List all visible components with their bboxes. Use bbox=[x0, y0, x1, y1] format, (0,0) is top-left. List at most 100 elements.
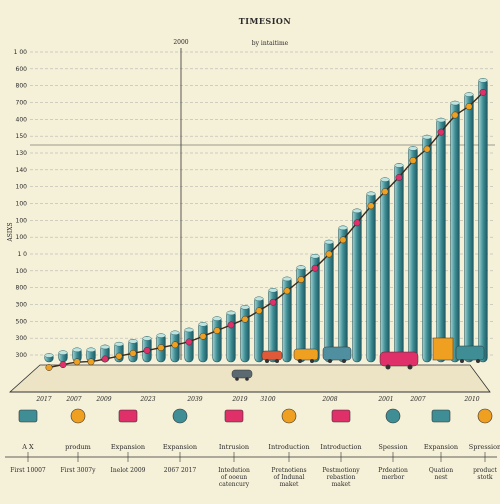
x-tick-label: 2017 bbox=[35, 396, 51, 403]
milestone-description: Quation nest bbox=[429, 467, 453, 481]
x-tick-label: 2009 bbox=[95, 396, 111, 403]
bar bbox=[464, 92, 474, 363]
trend-point bbox=[451, 111, 459, 119]
trend-point bbox=[157, 344, 165, 352]
bar-cap bbox=[128, 339, 138, 344]
y-tick-label: 130 bbox=[16, 150, 28, 157]
x-tick-label: 2007 bbox=[65, 396, 81, 403]
bar-cap bbox=[198, 322, 208, 327]
milestone-label: Intrusion bbox=[219, 443, 249, 451]
bar bbox=[212, 316, 222, 363]
y-tick-label: 100 bbox=[16, 268, 28, 275]
trend-point bbox=[115, 352, 123, 360]
y-tick-label: 300 bbox=[16, 302, 28, 309]
trend-line bbox=[48, 91, 484, 369]
x-tick-label: 2023 bbox=[139, 396, 155, 403]
milestone-icon-shape bbox=[477, 408, 493, 424]
trend-point bbox=[423, 145, 431, 153]
car-icon bbox=[261, 350, 283, 363]
trend-point bbox=[87, 358, 95, 366]
bar-cap bbox=[296, 265, 306, 270]
milestone-icon-shape bbox=[118, 409, 138, 423]
bar-cap bbox=[184, 327, 194, 333]
bar-cap bbox=[282, 276, 292, 282]
bar-cap bbox=[100, 344, 110, 350]
milestone-icon bbox=[385, 408, 401, 424]
trend-point bbox=[409, 156, 417, 164]
milestone-label: Spression bbox=[469, 443, 500, 451]
trend-point bbox=[59, 361, 67, 369]
y-tick-label: 800 bbox=[16, 83, 28, 90]
chart-floor bbox=[8, 364, 491, 393]
bar bbox=[380, 177, 390, 363]
milestone-icon bbox=[18, 409, 38, 423]
trend-point bbox=[353, 219, 361, 227]
car-icon bbox=[322, 346, 352, 363]
bar-cap bbox=[268, 288, 278, 293]
y-tick-labels: 1 00 600 800 700 400 150 130 140 100 100 100 100 1 0… bbox=[14, 49, 28, 359]
bar bbox=[254, 296, 264, 363]
milestone-description: Intedution of ooeun catencury bbox=[218, 467, 250, 488]
y-tick-label: 150 bbox=[16, 133, 28, 140]
milestone-label: produm bbox=[65, 443, 91, 451]
bar bbox=[324, 239, 334, 363]
trend-point bbox=[395, 174, 403, 181]
milestone-description: First 3007y bbox=[60, 467, 96, 474]
bar-cap bbox=[366, 191, 376, 197]
milestone-icon-shape bbox=[172, 408, 188, 424]
bar bbox=[450, 100, 460, 363]
milestone-icon-shape bbox=[331, 409, 351, 423]
bar-cap bbox=[212, 316, 222, 321]
milestone-icon-shape bbox=[431, 409, 451, 423]
y-axis-label: ASIXS bbox=[7, 222, 14, 242]
milestone-icon bbox=[224, 409, 244, 423]
y-tick-label: 100 bbox=[16, 184, 28, 191]
milestone-label: Expansion bbox=[163, 443, 197, 451]
milestone-description: Pretnotiens of Indunal maket bbox=[271, 467, 306, 488]
milestone-label: Spession bbox=[378, 443, 407, 451]
y-tick-label: 500 bbox=[16, 318, 28, 325]
chart-subtitle: by intaitime bbox=[252, 40, 289, 47]
x-tick-label: 2019 bbox=[231, 396, 247, 403]
trend-point bbox=[199, 332, 207, 340]
trend-point bbox=[479, 88, 487, 96]
bar bbox=[366, 191, 376, 363]
trend-point bbox=[367, 202, 375, 210]
bar-cap bbox=[156, 333, 166, 338]
bar-cap bbox=[310, 254, 320, 259]
bar-cap bbox=[408, 146, 418, 151]
milestone-description: 2067 2017 bbox=[164, 467, 197, 474]
milestone-icon-shape bbox=[281, 408, 297, 424]
bar bbox=[198, 321, 208, 363]
car-icon bbox=[293, 348, 319, 363]
car-icon bbox=[231, 369, 253, 381]
y-tick-label: 1 0 bbox=[17, 251, 27, 258]
trend-point bbox=[73, 358, 81, 366]
trend-point bbox=[213, 327, 221, 335]
bar-cap bbox=[240, 305, 250, 310]
trend-point bbox=[339, 236, 347, 244]
trend-point bbox=[297, 276, 305, 284]
trend-point bbox=[311, 264, 319, 272]
trend-points bbox=[45, 88, 487, 371]
bar-cap bbox=[338, 225, 348, 231]
bar-cap bbox=[114, 341, 124, 347]
milestone-description: Pestmotiony rebastion maket bbox=[322, 467, 360, 488]
bar-cap bbox=[394, 163, 404, 168]
milestone-description: Inelot 2009 bbox=[111, 467, 146, 474]
y-tick-label: 700 bbox=[16, 100, 28, 107]
bar bbox=[394, 163, 404, 363]
milestone-description: First 10007 bbox=[10, 467, 46, 474]
trend-point bbox=[101, 355, 109, 363]
y-tick-label: 140 bbox=[16, 167, 28, 174]
y-tick-label: 1 00 bbox=[14, 49, 28, 56]
bar-cap bbox=[44, 353, 54, 358]
milestone-icon bbox=[431, 409, 451, 423]
bar-cap bbox=[436, 117, 446, 123]
milestone-icon bbox=[477, 408, 493, 424]
bar-cap bbox=[380, 177, 390, 182]
chart-title: TIMESION bbox=[239, 16, 291, 26]
milestone-icon bbox=[172, 408, 188, 424]
milestone-label: A X bbox=[21, 443, 34, 451]
